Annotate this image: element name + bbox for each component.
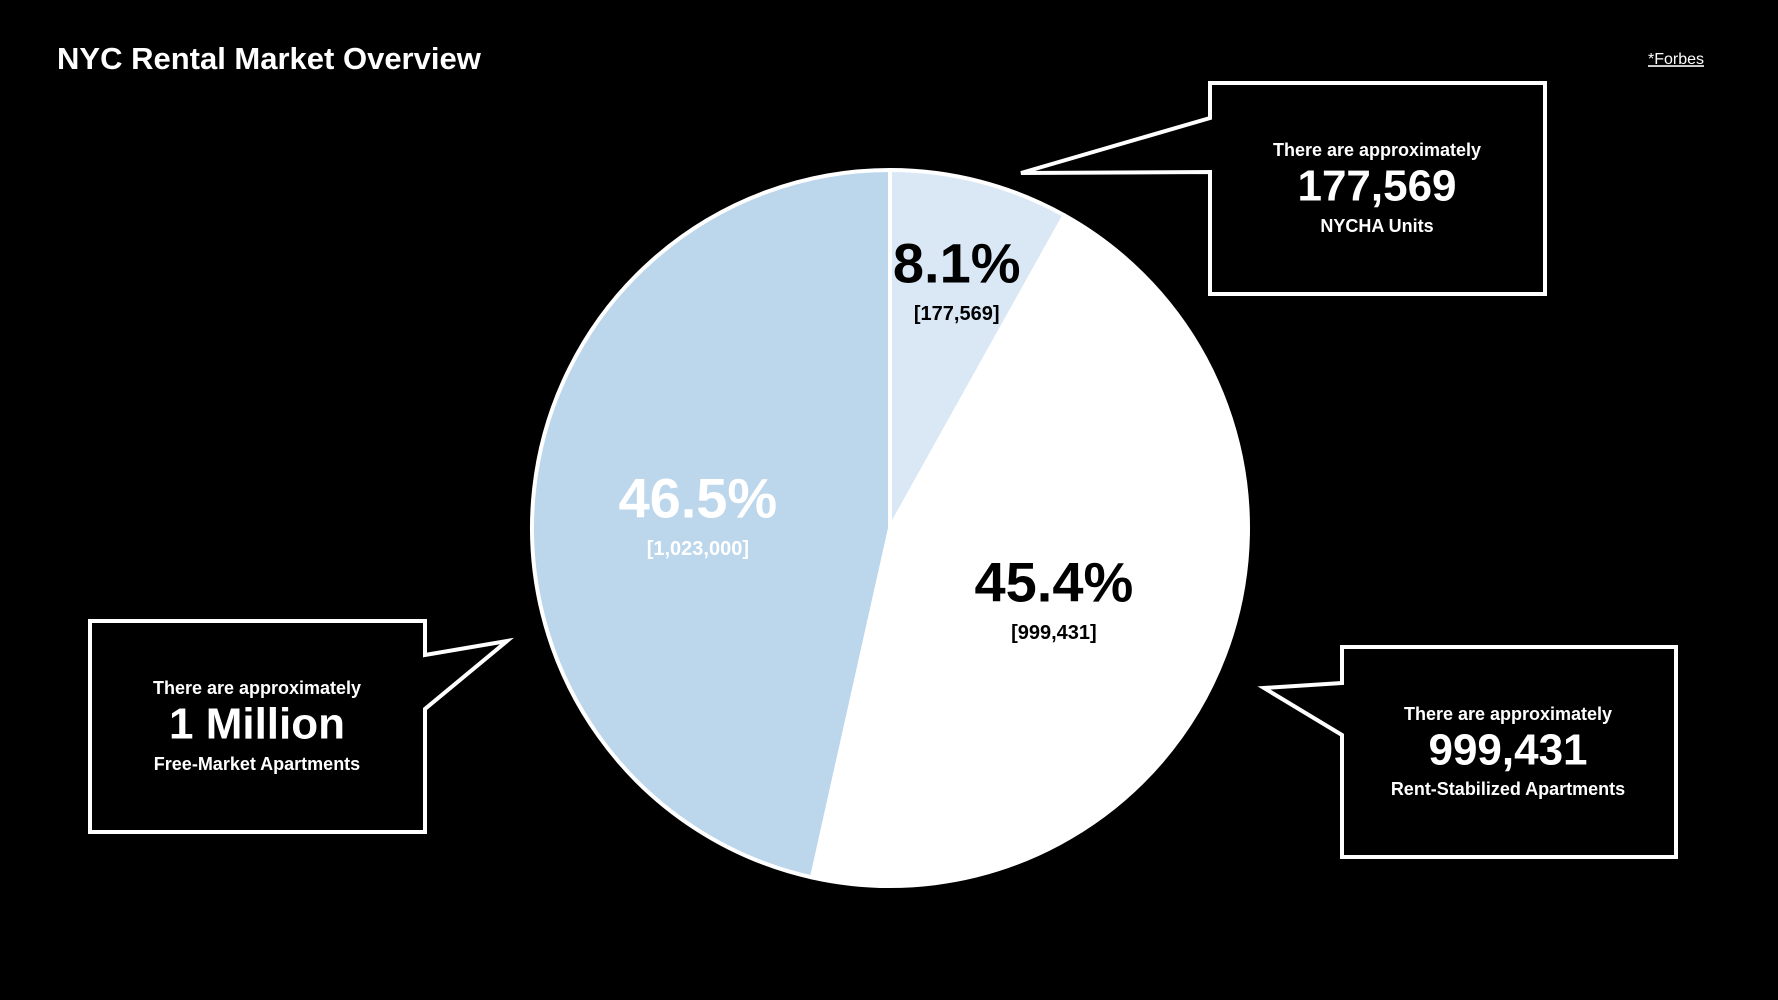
callout-intro: There are approximately xyxy=(1273,140,1481,160)
slice-count-label: [177,569] xyxy=(914,303,1000,325)
pie-slice xyxy=(888,168,1067,530)
pie-slice xyxy=(530,168,892,880)
callout-intro: There are approximately xyxy=(1404,704,1612,724)
slice-count-label: [1,023,000] xyxy=(647,538,749,560)
callout-intro: There are approximately xyxy=(153,678,361,698)
callout-text: Rent-Stabilized Apartments xyxy=(1391,779,1625,799)
callout-text: NYCHA Units xyxy=(1320,216,1433,236)
callout-number: 177,569 xyxy=(1297,162,1456,211)
source-link[interactable]: *Forbes xyxy=(1648,51,1704,68)
slice-count-label: [999,431] xyxy=(1011,622,1097,644)
slice-percent-label: 46.5% xyxy=(618,467,777,530)
callout-box xyxy=(1020,81,1547,296)
slice-percent-label: 8.1% xyxy=(893,231,1021,294)
callout-number: 999,431 xyxy=(1428,726,1587,775)
callout-text: Free-Market Apartments xyxy=(154,754,360,774)
callout-number: 1 Million xyxy=(169,700,345,749)
chart-title: NYC Rental Market Overview xyxy=(57,41,482,76)
slice-percent-label: 45.4% xyxy=(975,550,1134,613)
pie-slice xyxy=(809,213,1250,889)
callout-box xyxy=(1257,645,1678,859)
callout-box xyxy=(88,619,515,834)
